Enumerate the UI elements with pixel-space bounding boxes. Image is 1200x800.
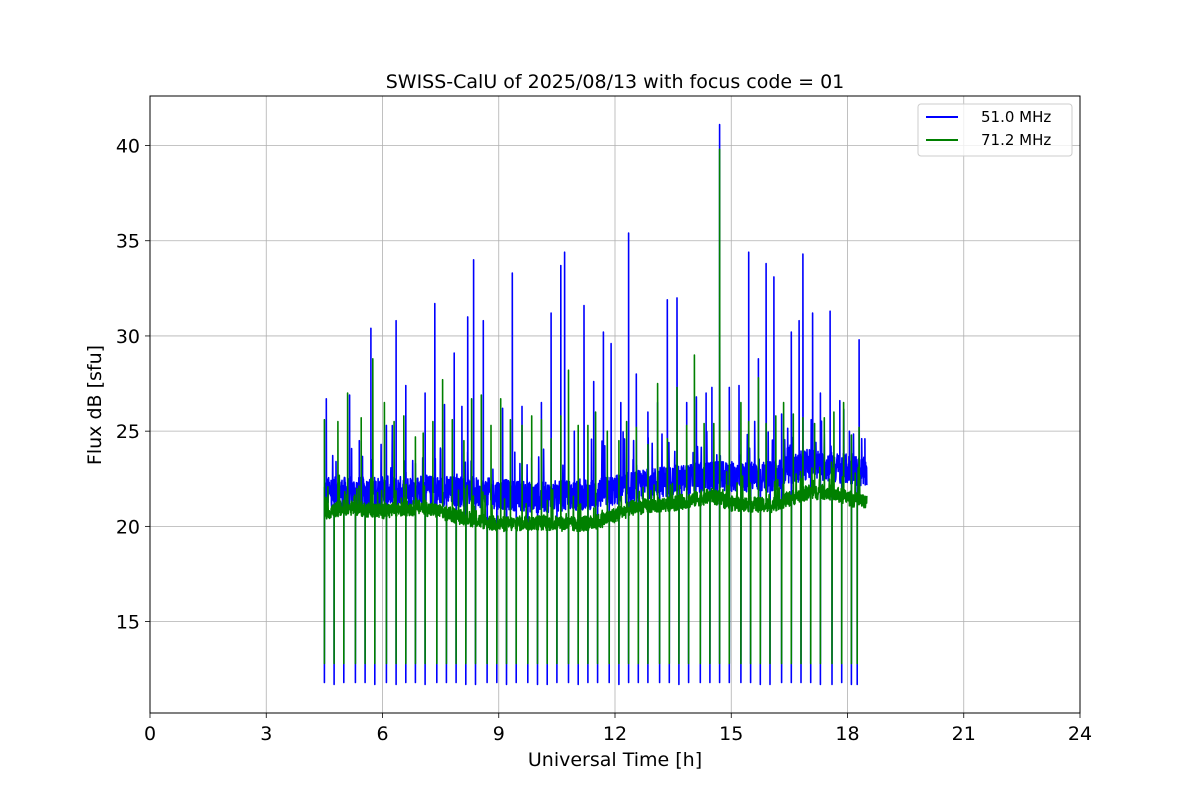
series-line-71mhz: [323, 148, 868, 665]
chart-title: SWISS-CalU of 2025/08/13 with focus code…: [386, 71, 845, 93]
legend-label-71mhz: 71.2 MHz: [981, 131, 1051, 149]
y-tick-label: 30: [116, 326, 140, 348]
y-tick-label: 40: [116, 136, 140, 158]
legend-label-51mhz: 51.0 MHz: [981, 108, 1051, 126]
y-axis-ticks: 15 20 25 30 35 40: [116, 136, 150, 634]
y-axis-label: Flux dB [sfu]: [84, 345, 106, 465]
plot-area: [323, 123, 868, 686]
x-tick-label: 18: [835, 723, 859, 745]
y-tick-label: 35: [116, 231, 140, 253]
grid-lines: [149, 96, 1081, 713]
y-tick-label: 20: [116, 516, 140, 538]
x-tick-label: 6: [376, 723, 388, 745]
y-tick-label: 15: [116, 612, 140, 634]
y-tick-label: 25: [116, 421, 140, 443]
x-tick-label: 0: [144, 723, 156, 745]
x-tick-label: 9: [493, 723, 505, 745]
legend: 51.0 MHz 71.2 MHz: [917, 103, 1073, 157]
x-tick-label: 12: [603, 723, 627, 745]
x-tick-label: 15: [719, 723, 743, 745]
x-tick-label: 24: [1068, 723, 1092, 745]
x-tick-label: 21: [952, 723, 976, 745]
x-axis-label: Universal Time [h]: [528, 749, 702, 771]
x-axis-ticks: 0 3 6 9 12 15 18 21 24: [144, 713, 1092, 745]
x-tick-label: 3: [260, 723, 272, 745]
